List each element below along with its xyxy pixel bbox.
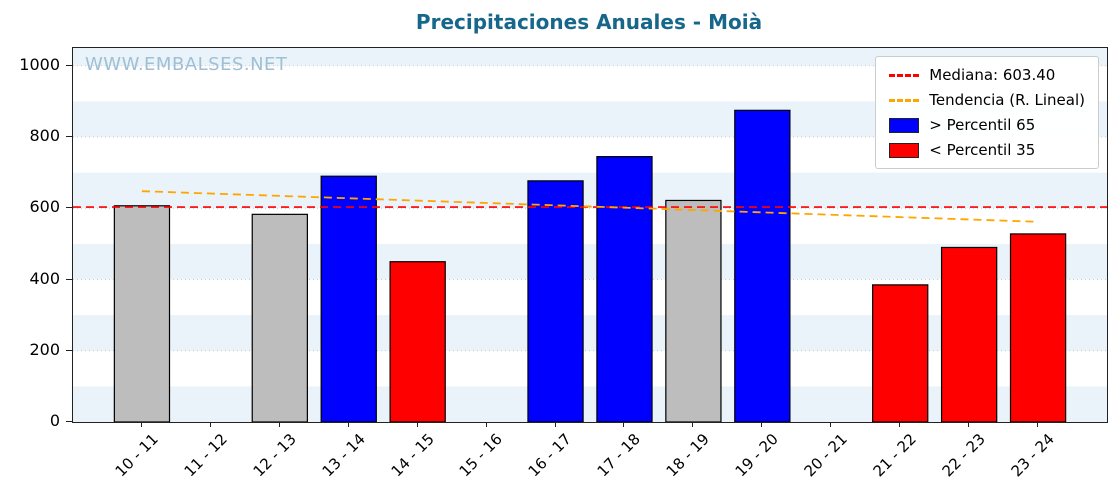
- y-tick-label: 1000: [19, 54, 60, 74]
- x-tick-label-text: 21 - 22: [869, 430, 920, 481]
- x-tick: [140, 422, 142, 427]
- bar-12-13: [251, 213, 308, 422]
- bar-22-23: [940, 246, 998, 422]
- bar-18-19: [665, 199, 722, 422]
- y-tick: [66, 421, 72, 422]
- plot-area: WWW.EMBALSES.NET Mediana: 603.40 Tendenci…: [72, 47, 1108, 423]
- background-band: [73, 172, 1107, 209]
- x-tick-label-text: 23 - 24: [1007, 430, 1058, 481]
- legend-median-label: Mediana: 603.40: [929, 66, 1056, 84]
- plot-canvas: [73, 48, 1107, 422]
- x-tick-label-text: 18 - 19: [662, 430, 714, 481]
- legend-median-swatch: [889, 73, 920, 77]
- x-tick-label-text: 12 - 13: [249, 430, 300, 481]
- y-tick: [66, 278, 72, 280]
- legend-median: Mediana: 603.40: [889, 66, 1085, 84]
- x-tick-label-text: 15 - 16: [456, 430, 507, 481]
- bar-13-14: [320, 175, 377, 422]
- x-tick-label-text: 20 - 21: [800, 430, 851, 481]
- y-tick-label: 400: [29, 268, 60, 288]
- bar-10-11: [113, 205, 171, 422]
- x-tick: [485, 422, 487, 427]
- x-tick-label-text: 16 - 17: [524, 430, 576, 481]
- background-band: [73, 315, 1107, 351]
- x-tick: [761, 422, 763, 427]
- x-tick-label-text: 13 - 14: [318, 430, 369, 481]
- y-tick-label: 800: [29, 126, 60, 146]
- y-tick-label: 200: [29, 339, 60, 359]
- legend-p65-label: > Percentil 65: [929, 116, 1036, 134]
- legend-p65: > Percentil 65: [889, 116, 1085, 134]
- y-tick-label: 0: [49, 411, 60, 430]
- x-tick: [1037, 422, 1039, 427]
- x-tick-label-text: 17 - 18: [593, 430, 645, 481]
- x-tick-label-text: 19 - 20: [731, 430, 783, 481]
- background-band: [73, 48, 1107, 66]
- bar-16-17: [527, 180, 584, 422]
- legend-trend-swatch: [889, 98, 920, 102]
- bar-17-18: [596, 156, 653, 422]
- legend-p35-label: < Percentil 35: [929, 141, 1036, 159]
- y-tick: [66, 136, 72, 138]
- background-band: [73, 386, 1107, 422]
- x-tick: [899, 422, 901, 427]
- legend: Mediana: 603.40 Tendencia (R. Lineal) > Pe…: [875, 56, 1099, 169]
- legend-trend-label: Tendencia (R. Lineal): [929, 91, 1085, 109]
- bar-21-22: [872, 284, 929, 422]
- x-tick-label-text: 22 - 23: [938, 430, 989, 481]
- y-tick: [66, 207, 72, 209]
- y-tick: [66, 349, 72, 351]
- y-tick: [66, 64, 72, 66]
- x-tick-label-text: 14 - 15: [387, 430, 438, 481]
- bar-19-20: [734, 109, 791, 422]
- watermark: WWW.EMBALSES.NET: [85, 54, 288, 75]
- x-tick: [209, 422, 211, 427]
- x-tick: [830, 422, 832, 427]
- legend-p35-swatch: [889, 142, 920, 158]
- x-tick: [278, 422, 280, 427]
- trend-line: [141, 190, 1039, 223]
- x-tick: [416, 422, 418, 427]
- x-tick-label-text: 11 - 12: [180, 430, 231, 481]
- bar-14-15: [389, 261, 446, 422]
- x-tick: [623, 422, 625, 427]
- x-tick: [692, 422, 694, 427]
- chart-title: Precipitaciones Anuales - Moià: [415, 10, 763, 34]
- legend-p65-swatch: [889, 117, 920, 133]
- background-band: [73, 243, 1107, 280]
- legend-trend: Tendencia (R. Lineal): [889, 91, 1085, 109]
- bar-23-24: [1009, 233, 1067, 422]
- x-tick: [347, 422, 349, 427]
- legend-p35: < Percentil 35: [889, 141, 1085, 159]
- x-tick: [554, 422, 556, 427]
- y-tick-label: 600: [29, 197, 60, 217]
- x-tick-label-text: 10 - 11: [111, 430, 162, 481]
- x-tick: [968, 422, 970, 427]
